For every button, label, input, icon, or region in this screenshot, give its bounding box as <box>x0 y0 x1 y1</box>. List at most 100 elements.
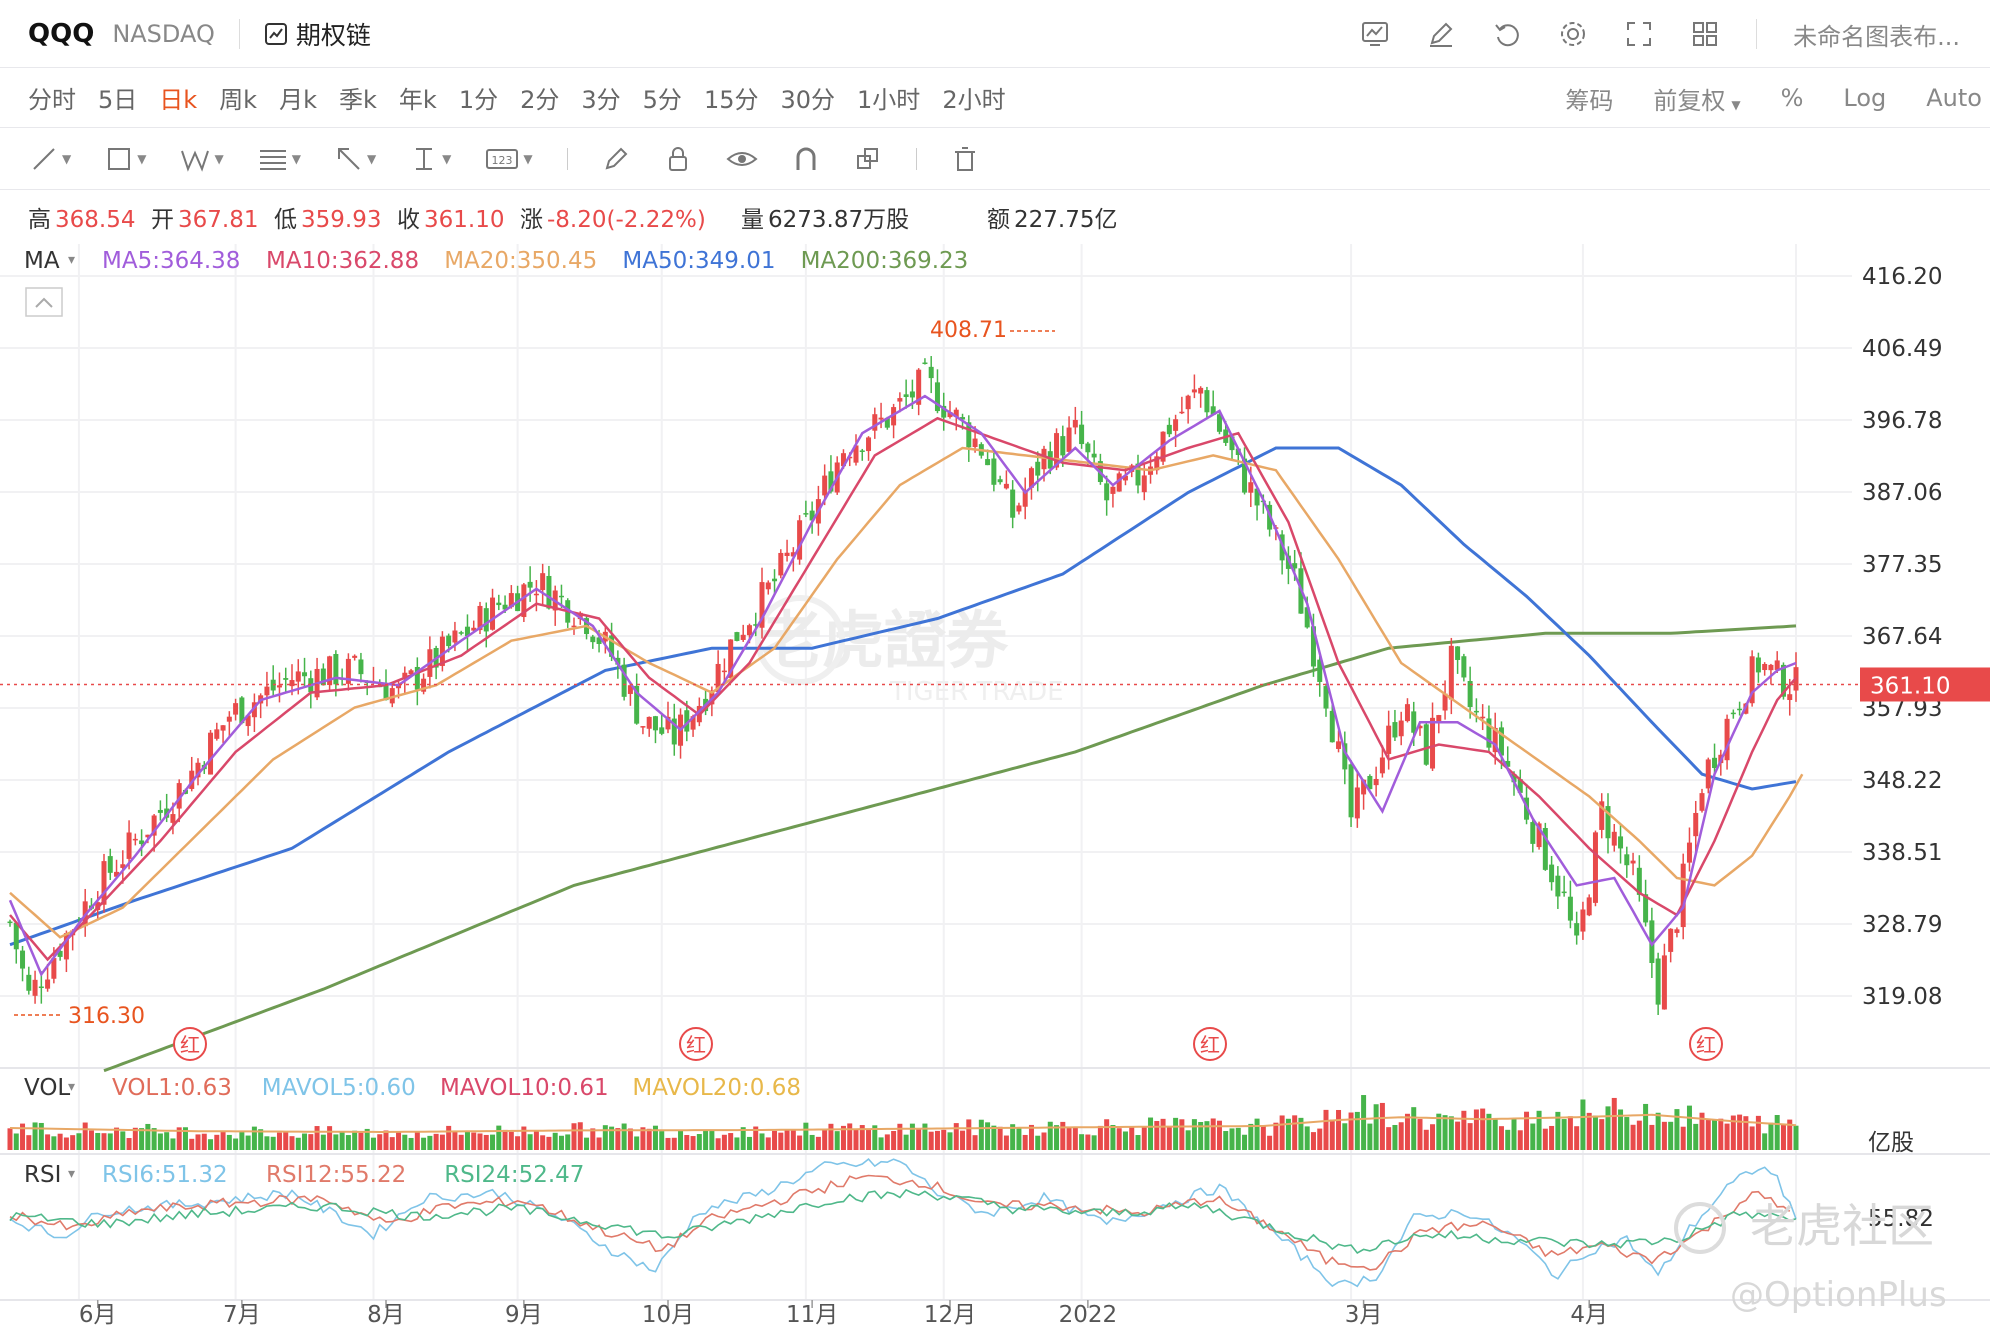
candle-body <box>1486 718 1492 748</box>
period-tab[interactable]: 周k <box>219 86 258 114</box>
candle-body <box>916 369 922 405</box>
chevron-up-icon <box>35 297 53 308</box>
volume-bar <box>947 1132 953 1150</box>
chevron-down-icon: ▼ <box>214 151 224 166</box>
candle-body <box>1336 741 1342 749</box>
indicator-icon[interactable] <box>1360 19 1390 49</box>
volume-bar <box>972 1135 978 1150</box>
candle-body <box>1605 806 1611 839</box>
rsi-legend-item: RSI12:55.22 <box>266 1162 406 1188</box>
volume-bar <box>1010 1124 1016 1150</box>
ma20-path <box>9 446 1804 939</box>
ma20-line <box>9 446 1804 939</box>
period-tab[interactable]: 年k <box>398 86 437 114</box>
stock-chart[interactable]: 老虎證券 TIGER TRADE 416.20 406.49 396.78 387.0… <box>0 190 1990 1344</box>
volume-bar <box>1749 1126 1755 1150</box>
candle-body <box>389 688 395 704</box>
candle-body <box>1730 712 1736 715</box>
volume-bar <box>615 1128 621 1150</box>
volume-bar <box>565 1134 571 1150</box>
chart-layout-title[interactable]: 未命名图表布... <box>1793 22 1960 51</box>
period-tab[interactable]: 3分 <box>581 86 621 114</box>
delete-tool[interactable] <box>951 145 979 173</box>
volume-bar <box>1079 1134 1085 1150</box>
settings-gear-icon[interactable] <box>1558 19 1588 49</box>
chips-toggle[interactable]: 筹码 <box>1565 86 1614 115</box>
volume-bar <box>1342 1123 1348 1150</box>
volume-bar <box>978 1119 984 1150</box>
period-tab[interactable]: 30分 <box>780 86 836 114</box>
lock-icon <box>668 146 687 171</box>
ma-legend-item: MA200:369.23 <box>801 248 969 274</box>
visibility-tool[interactable] <box>726 145 758 173</box>
candle-body <box>477 605 483 631</box>
log-toggle[interactable]: Log <box>1843 84 1887 112</box>
volume-bar <box>809 1134 815 1150</box>
ma-legend-item: MA50:349.01 <box>622 248 775 274</box>
volume-bar <box>1542 1128 1548 1150</box>
candle-body <box>1242 458 1248 493</box>
options-chain-button[interactable]: 期权链 <box>264 16 371 52</box>
period-tab[interactable]: 15分 <box>703 86 759 114</box>
magnet-tool[interactable] <box>792 145 820 173</box>
candle-body <box>1179 411 1185 414</box>
layout-grid-icon[interactable] <box>1690 19 1720 49</box>
period-tab[interactable]: 1分 <box>458 86 499 114</box>
exchange: NASDAQ <box>112 19 215 48</box>
volume-bar <box>878 1137 884 1150</box>
volume-bar <box>815 1136 821 1150</box>
undo-icon[interactable] <box>1492 19 1522 49</box>
volume-bar <box>1611 1097 1617 1150</box>
candle-body <box>1079 424 1085 445</box>
period-tab[interactable]: 月k <box>279 86 317 114</box>
brush-tool[interactable] <box>602 145 630 173</box>
candle-body <box>809 510 815 521</box>
volume-bar <box>1743 1116 1749 1150</box>
chevron-down-icon: ▼ <box>1731 97 1741 112</box>
volume-bar <box>1354 1111 1360 1150</box>
period-tab[interactable]: 1小时 <box>857 86 921 114</box>
volume-bar <box>1242 1134 1248 1150</box>
measure-tool[interactable]: ▼ <box>410 145 451 173</box>
volume-bar <box>847 1123 853 1150</box>
price-tick-label: 406.49 <box>1862 336 1942 362</box>
arrow-tool[interactable]: ▼ <box>335 145 376 173</box>
trend-line-tool[interactable]: ▼ <box>30 145 71 173</box>
period-tab[interactable]: 季k <box>339 86 377 114</box>
candle-body <box>483 608 489 632</box>
period-tab[interactable]: 5分 <box>642 86 682 114</box>
volume-bar <box>126 1138 132 1150</box>
adjust-dropdown[interactable]: 前复权 ▼ <box>1653 81 1740 116</box>
wave-tool[interactable]: ▼ <box>180 145 224 173</box>
period-tab[interactable]: 2小时 <box>942 86 1006 114</box>
fib-tool[interactable]: ▼ <box>258 145 301 173</box>
candle-body <box>214 729 220 739</box>
edit-icon[interactable] <box>1426 19 1456 49</box>
candle-body <box>596 637 602 644</box>
volume-bar <box>7 1128 13 1150</box>
candle-body <box>508 593 514 608</box>
period-tab[interactable]: 分时 <box>28 86 76 114</box>
label-tool[interactable]: 123 ▼ <box>485 145 533 173</box>
volume-bar <box>1392 1124 1398 1150</box>
volume-bar <box>26 1135 32 1150</box>
period-tab[interactable]: 日k <box>159 86 198 114</box>
candle-body <box>151 815 157 836</box>
volume-bar <box>571 1123 577 1150</box>
candle-body <box>26 974 32 991</box>
candle-body <box>1310 626 1316 667</box>
percent-toggle[interactable]: % <box>1780 84 1804 112</box>
candle-body <box>577 612 583 620</box>
volume-bar <box>327 1126 333 1150</box>
volume-bar <box>690 1136 696 1150</box>
auto-toggle[interactable]: Auto <box>1926 84 1982 112</box>
volume-bar <box>1336 1109 1342 1150</box>
fullscreen-icon[interactable] <box>1624 19 1654 49</box>
quote-open: 367.81 <box>178 207 258 233</box>
symbol[interactable]: QQQ <box>28 18 95 49</box>
clone-tool[interactable] <box>854 145 882 173</box>
rectangle-tool[interactable]: ▼ <box>105 145 146 173</box>
lock-tool[interactable] <box>664 145 692 173</box>
period-tab[interactable]: 2分 <box>520 86 560 114</box>
period-tab[interactable]: 5日 <box>98 86 138 114</box>
